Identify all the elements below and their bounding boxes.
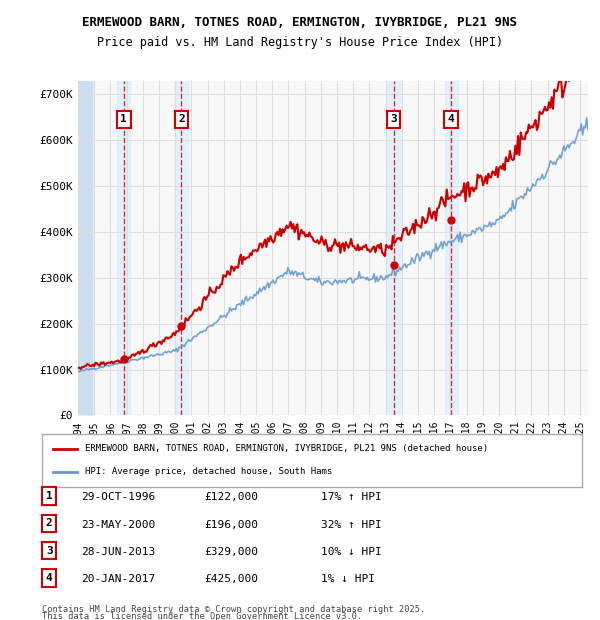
Text: 23-MAY-2000: 23-MAY-2000	[81, 520, 155, 529]
Text: 17% ↑ HPI: 17% ↑ HPI	[321, 492, 382, 502]
Text: £196,000: £196,000	[204, 520, 258, 529]
Text: 4: 4	[448, 114, 455, 124]
Text: HPI: Average price, detached house, South Hams: HPI: Average price, detached house, Sout…	[85, 467, 332, 476]
Bar	[387, 81, 400, 415]
Text: ERMEWOOD BARN, TOTNES ROAD, ERMINGTON, IVYBRIDGE, PL21 9NS: ERMEWOOD BARN, TOTNES ROAD, ERMINGTON, I…	[83, 16, 517, 29]
Text: 1% ↓ HPI: 1% ↓ HPI	[321, 574, 375, 584]
Bar	[78, 81, 93, 415]
Text: £329,000: £329,000	[204, 547, 258, 557]
Text: 32% ↑ HPI: 32% ↑ HPI	[321, 520, 382, 529]
Bar	[175, 81, 188, 415]
Text: 4: 4	[46, 573, 53, 583]
Text: Contains HM Land Registry data © Crown copyright and database right 2025.: Contains HM Land Registry data © Crown c…	[42, 605, 425, 614]
Text: 3: 3	[390, 114, 397, 124]
Text: 10% ↓ HPI: 10% ↓ HPI	[321, 547, 382, 557]
Text: 20-JAN-2017: 20-JAN-2017	[81, 574, 155, 584]
Text: Price paid vs. HM Land Registry's House Price Index (HPI): Price paid vs. HM Land Registry's House …	[97, 36, 503, 49]
Text: 1: 1	[46, 491, 53, 501]
Text: 29-OCT-1996: 29-OCT-1996	[81, 492, 155, 502]
Text: This data is licensed under the Open Government Licence v3.0.: This data is licensed under the Open Gov…	[42, 613, 362, 620]
Text: £122,000: £122,000	[204, 492, 258, 502]
Bar	[445, 81, 458, 415]
Bar	[118, 81, 130, 415]
Text: 2: 2	[46, 518, 53, 528]
Text: 1: 1	[121, 114, 127, 124]
Text: ERMEWOOD BARN, TOTNES ROAD, ERMINGTON, IVYBRIDGE, PL21 9NS (detached house): ERMEWOOD BARN, TOTNES ROAD, ERMINGTON, I…	[85, 445, 488, 453]
Text: £425,000: £425,000	[204, 574, 258, 584]
Text: 2: 2	[178, 114, 185, 124]
Text: 28-JUN-2013: 28-JUN-2013	[81, 547, 155, 557]
Text: 3: 3	[46, 546, 53, 556]
